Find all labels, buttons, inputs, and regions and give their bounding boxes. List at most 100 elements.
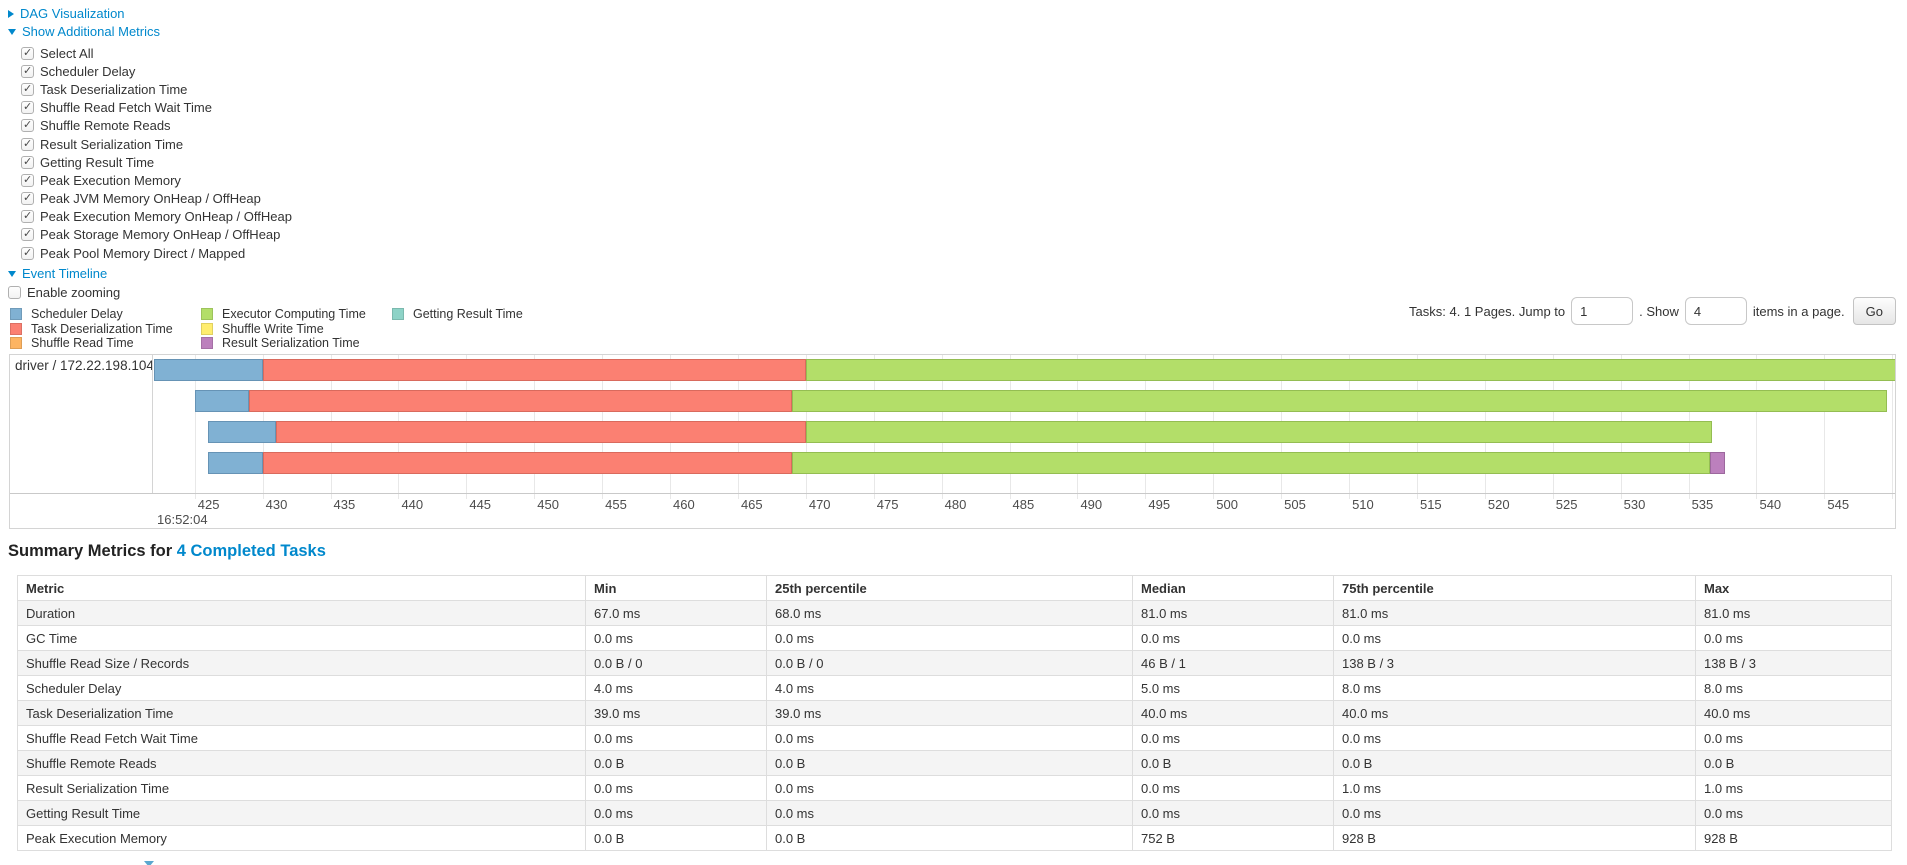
executor_computing-bar[interactable] [792,452,1711,474]
task_deserialization-bar[interactable] [276,421,806,443]
metric-checkbox-row[interactable]: Shuffle Read Fetch Wait Time [21,99,292,117]
task-pagination: Tasks: 4. 1 Pages. Jump to . Show items … [1409,297,1896,325]
metric-value-cell: 0.0 B [1132,750,1334,776]
metric-name-cell: Shuffle Read Size / Records [17,650,586,676]
checkbox-checked-icon[interactable] [21,155,34,169]
event-timeline-toggle[interactable]: Event Timeline [8,266,292,281]
metric-checkbox-label: Peak JVM Memory OnHeap / OffHeap [40,191,261,207]
legend-item-label: Task Deserialization Time [31,321,173,336]
checkbox-checked-icon[interactable] [21,173,34,187]
task_deserialization-bar[interactable] [262,359,806,381]
task_deserialization-bar[interactable] [249,390,793,412]
task_deserialization-swatch [10,322,22,335]
executor_computing-bar[interactable] [792,390,1887,412]
metric-checkbox-row[interactable]: Peak Pool Memory Direct / Mapped [21,244,292,262]
metric-value-cell: 0.0 B [585,825,767,851]
metric-name-cell: Shuffle Read Fetch Wait Time [17,725,586,751]
enable-zooming-row[interactable]: Enable zooming [8,284,292,300]
timeline-plot-area: 425 430 435 440 445 450 455 460 465 470 475 480 485 4… [154,355,1895,528]
checkbox-checked-icon[interactable] [21,64,34,78]
metric-checkbox-row[interactable]: Peak Execution Memory [21,171,292,189]
checkbox-checked-icon[interactable] [21,227,34,242]
metric-checkbox-row[interactable]: Peak JVM Memory OnHeap / OffHeap [21,190,292,208]
axis-tick-label: 425 [197,497,220,512]
collapsed-section-arrow-icon[interactable] [144,861,154,865]
dag-visualization-toggle[interactable]: DAG Visualization [8,6,292,21]
axis-gridline [194,355,196,499]
items-per-page-label: items in a page. [1752,303,1845,319]
checkbox-checked-icon[interactable] [21,137,34,151]
metric-value-cell: 40.0 ms [1132,700,1334,726]
metric-checkbox-label: Getting Result Time [40,154,155,170]
axis-tick-label: 540 [1759,497,1782,512]
metric-checkbox-row[interactable]: Getting Result Time [21,153,292,171]
tasks-count-text: Tasks: 4. 1 Pages. Jump to [1409,303,1566,319]
metric-name-cell: Getting Result Time [17,800,586,826]
table-row: Getting Result Time 0.0 ms 0.0 ms 0.0 ms 0.0… [17,800,1892,826]
axis-tick-label: 460 [673,497,695,512]
go-button[interactable]: Go [1852,297,1896,325]
table-row: Shuffle Read Size / Records 0.0 B / 0 0.0 … [17,650,1892,676]
metric-value-cell: 0.0 ms [766,775,1133,801]
metric-value-cell: 0.0 ms [1132,625,1334,651]
jump-to-page-input[interactable] [1571,297,1634,325]
metric-name-cell: Shuffle Remote Reads [17,750,586,776]
metric-checkbox-row[interactable]: Peak Execution Memory OnHeap / OffHeap [21,208,292,226]
show-additional-metrics-link[interactable]: Show Additional Metrics [22,24,161,39]
metric-checkbox-row[interactable]: Scheduler Delay [21,62,292,80]
event-timeline-link[interactable]: Event Timeline [22,266,108,282]
metric-value-cell: 0.0 B [585,750,767,776]
metric-value-cell: 0.0 ms [1695,800,1892,826]
axis-tick-label: 520 [1487,497,1510,512]
result_serialization-bar[interactable] [1710,452,1726,474]
summary-metrics-table: Metric Min 25th percentile Median 75th perce… [17,575,1892,851]
checkbox-checked-icon[interactable] [21,118,34,133]
checkbox-checked-icon[interactable] [21,246,34,260]
metric-checkbox-row[interactable]: Select All [21,44,292,62]
metric-checkbox-row[interactable]: Peak Storage Memory OnHeap / OffHeap [21,226,292,244]
metric-checkbox-label: Shuffle Remote Reads [40,118,171,134]
enable-zooming-label: Enable zooming [27,284,121,300]
dag-visualization-link[interactable]: DAG Visualization [20,6,125,21]
checkbox-checked-icon[interactable] [21,209,34,224]
metric-value-cell: 81.0 ms [1132,600,1334,626]
stage-toggle-section: DAG Visualization Show Additional Metric… [8,6,292,300]
table-header-cell: 75th percentile [1333,575,1696,601]
table-header-cell: Median [1132,575,1334,601]
metric-value-cell: 0.0 ms [1695,725,1892,751]
metric-value-cell: 46 B / 1 [1132,650,1334,676]
scheduler_delay-bar[interactable] [154,359,263,381]
metric-checkbox-row[interactable]: Result Serialization Time [21,135,292,153]
checkbox-checked-icon[interactable] [21,191,34,206]
scheduler_delay-bar[interactable] [208,452,263,474]
checkbox-checked-icon[interactable] [21,82,34,96]
page-size-input[interactable] [1684,297,1747,325]
metric-value-cell: 0.0 ms [766,625,1133,651]
show-additional-metrics-toggle[interactable]: Show Additional Metrics [8,24,292,39]
legend-item: Scheduler Delay [10,307,201,321]
scheduler_delay-bar[interactable] [208,421,277,443]
axis-tick-label: 435 [333,497,356,512]
axis-tick-label: 465 [740,497,763,512]
axis-tick-label: 505 [1284,497,1306,512]
metric-checkbox-row[interactable]: Shuffle Remote Reads [21,117,292,135]
completed-tasks-link[interactable]: 4 Completed Tasks [176,542,326,560]
executor_computing-bar[interactable] [805,421,1712,443]
enable-zooming-checkbox[interactable] [8,285,21,299]
task_deserialization-bar[interactable] [262,452,793,474]
additional-metrics-checkbox-list: Select All Scheduler Delay Task Deserializ… [21,44,292,262]
executor_computing-bar[interactable] [805,359,1895,381]
metric-value-cell: 4.0 ms [766,675,1133,701]
metric-name-cell: Task Deserialization Time [17,700,586,726]
metric-value-cell: 1.0 ms [1333,775,1696,801]
metric-value-cell: 0.0 B [1695,750,1892,776]
metric-name-cell: Peak Execution Memory [17,825,586,851]
metric-value-cell: 39.0 ms [585,700,767,726]
metric-name-cell: GC Time [17,625,586,651]
checkbox-checked-icon[interactable] [21,46,34,60]
scheduler_delay-bar[interactable] [194,390,250,412]
metric-checkbox-row[interactable]: Task Deserialization Time [21,80,292,98]
metric-value-cell: 0.0 ms [1695,625,1892,651]
metric-value-cell: 0.0 ms [1132,725,1334,751]
checkbox-checked-icon[interactable] [21,100,34,115]
